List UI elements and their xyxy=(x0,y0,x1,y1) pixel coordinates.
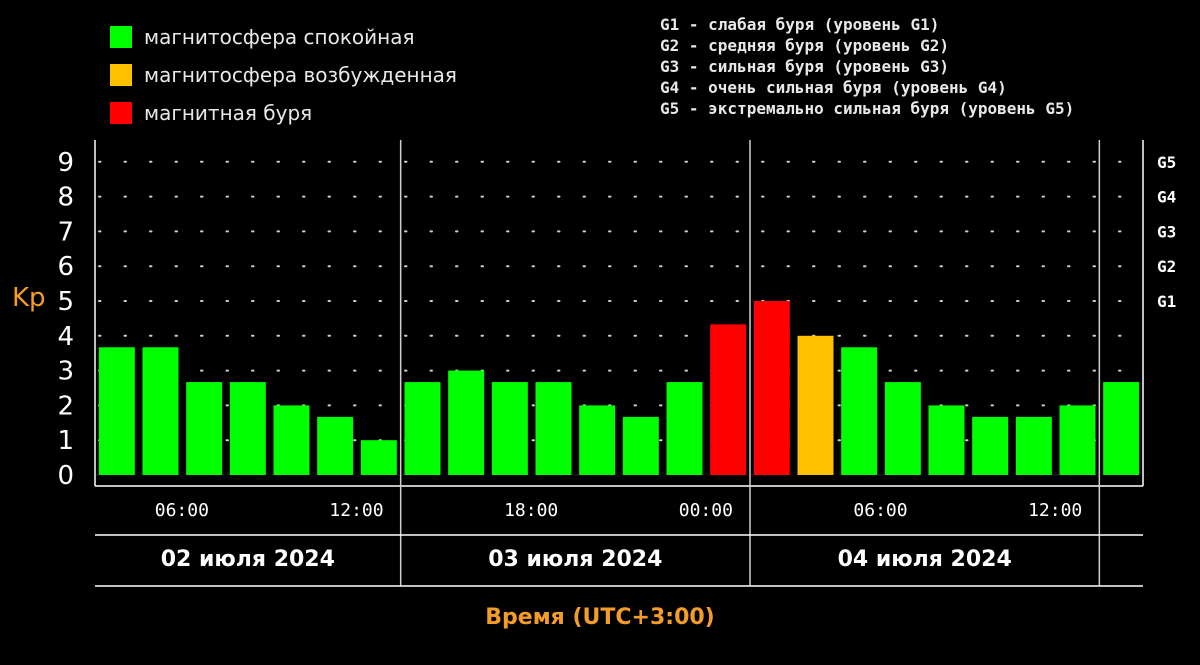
excited-swatch xyxy=(110,64,132,86)
kp-bar xyxy=(1015,416,1052,475)
storm-level-g1: G1 - слабая буря (уровень G1) xyxy=(660,15,940,34)
kp-bar xyxy=(142,347,179,475)
x-axis-title: Время (UTC+3:00) xyxy=(485,605,715,630)
legend-item-excited: магнитосфера возбужденная xyxy=(110,56,457,94)
day-label: 02 июля 2024 xyxy=(161,547,335,572)
x-tick-label: 12:00 xyxy=(329,500,383,521)
kp-bar xyxy=(1103,382,1140,475)
storm-swatch xyxy=(110,102,132,124)
y-tick-label: 2 xyxy=(57,391,74,421)
kp-bar xyxy=(841,347,878,475)
y-tick-label: 0 xyxy=(57,461,74,491)
storm-levels-legend: G1 - слабая буря (уровень G1) G2 - средн… xyxy=(660,14,1074,119)
kp-bar xyxy=(928,405,965,475)
y-tick-label: 8 xyxy=(57,183,74,213)
y-tick-label: 4 xyxy=(57,322,74,352)
right-tick-label: G1 xyxy=(1157,292,1176,311)
quiet-swatch xyxy=(110,26,132,48)
legend-label-excited: магнитосфера возбужденная xyxy=(144,63,457,87)
y-tick-label: 9 xyxy=(57,148,74,178)
y-tick-label: 3 xyxy=(57,357,74,387)
right-tick-label: G4 xyxy=(1157,188,1176,207)
kp-bar xyxy=(186,382,223,475)
kp-bar xyxy=(360,440,397,475)
y-axis-title: Kp xyxy=(12,283,46,313)
kp-bar xyxy=(753,301,790,475)
kp-bar xyxy=(98,347,135,475)
storm-level-g3: G3 - сильная буря (уровень G3) xyxy=(660,57,949,76)
kp-bar xyxy=(229,382,266,475)
x-tick-label: 00:00 xyxy=(679,500,733,521)
storm-level-g5: G5 - экстремально сильная буря (уровень … xyxy=(660,99,1075,118)
x-tick-label: 06:00 xyxy=(853,500,907,521)
kp-bar xyxy=(622,416,659,475)
day-label: 04 июля 2024 xyxy=(838,547,1012,572)
storm-level-g4: G4 - очень сильная буря (уровень G4) xyxy=(660,78,1007,97)
kp-bar xyxy=(666,382,703,475)
legend-label-storm: магнитная буря xyxy=(144,101,313,125)
kp-bar xyxy=(273,405,310,475)
kp-bar xyxy=(797,335,834,475)
kp-bar xyxy=(491,382,528,475)
kp-bar xyxy=(579,405,616,475)
kp-bar xyxy=(1059,405,1096,475)
kp-bar xyxy=(535,382,572,475)
y-tick-label: 5 xyxy=(57,287,74,317)
kp-bar xyxy=(884,382,921,475)
legend-label-quiet: магнитосфера спокойная xyxy=(144,25,415,49)
y-tick-label: 6 xyxy=(57,252,74,282)
storm-level-g2: G2 - средняя буря (уровень G2) xyxy=(660,36,949,55)
kp-bar xyxy=(404,382,441,475)
legend-item-storm: магнитная буря xyxy=(110,94,457,132)
legend: магнитосфера спокойная магнитосфера возб… xyxy=(110,18,457,132)
x-tick-label: 12:00 xyxy=(1028,500,1082,521)
legend-item-quiet: магнитосфера спокойная xyxy=(110,18,457,56)
kp-bar xyxy=(972,416,1009,475)
kp-bar xyxy=(317,416,354,475)
right-tick-label: G5 xyxy=(1157,153,1176,172)
x-tick-label: 18:00 xyxy=(504,500,558,521)
y-tick-label: 7 xyxy=(57,217,74,247)
right-tick-label: G3 xyxy=(1157,222,1176,241)
kp-bar xyxy=(448,370,485,475)
y-tick-label: 1 xyxy=(57,426,74,456)
kp-bar xyxy=(710,324,747,475)
right-tick-label: G2 xyxy=(1157,257,1176,276)
x-tick-label: 06:00 xyxy=(155,500,209,521)
day-label: 03 июля 2024 xyxy=(488,547,662,572)
